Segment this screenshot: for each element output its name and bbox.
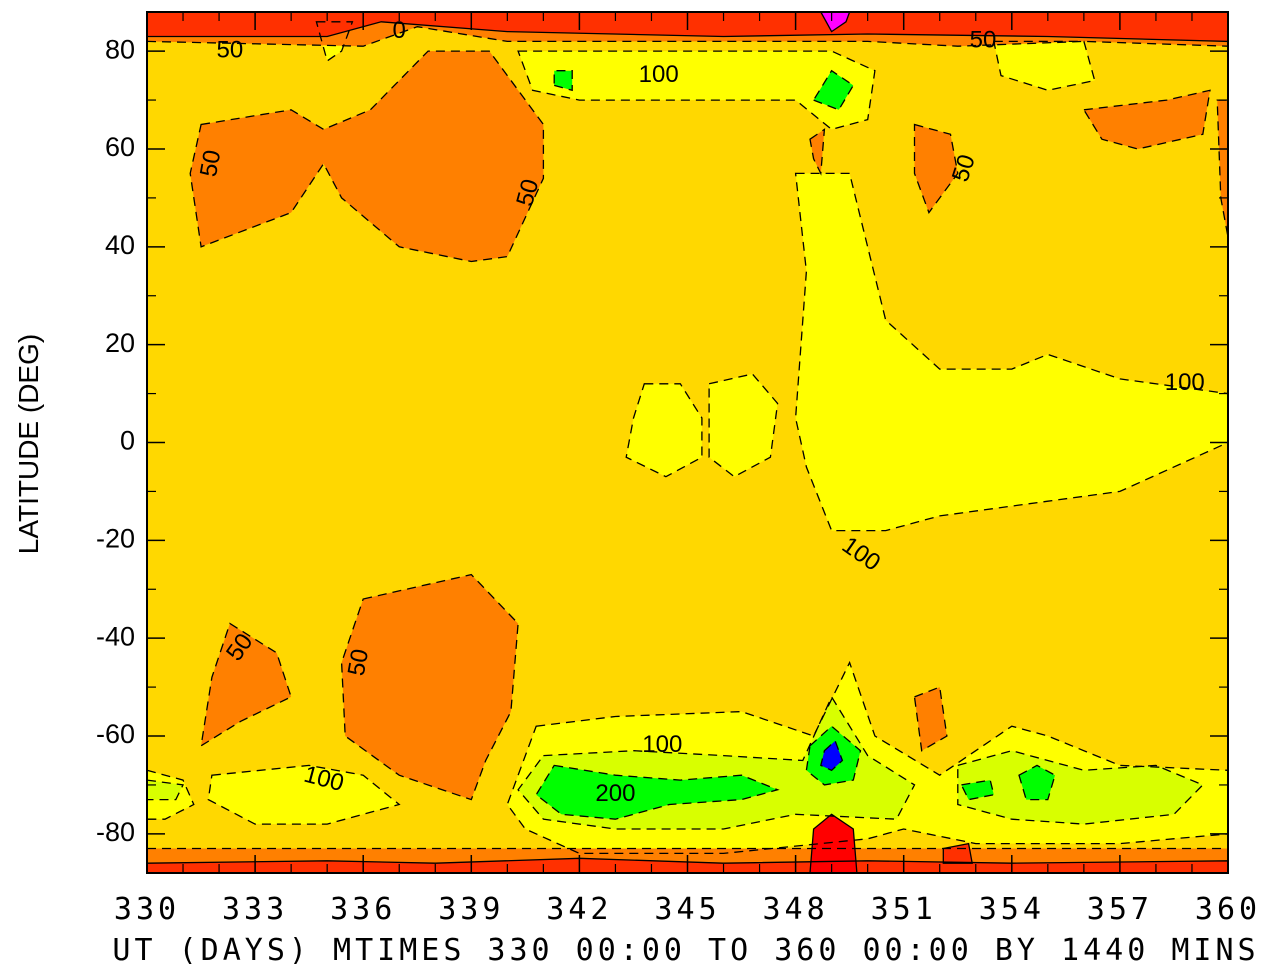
contour-label: 100 xyxy=(1165,369,1205,396)
x-tick-label: 348 xyxy=(763,892,829,927)
contour-region-25_50 xyxy=(914,687,947,751)
contour-region-25_50 xyxy=(201,623,292,746)
y-axis-label: LATITUDE (DEG) xyxy=(13,334,44,554)
y-tick-label: 0 xyxy=(120,426,135,456)
contour-line xyxy=(1018,764,1056,801)
x-tick-label: 336 xyxy=(330,892,396,927)
contour-line xyxy=(708,373,779,478)
y-tick-label: -80 xyxy=(96,817,135,847)
contour-region-lt0 xyxy=(810,814,857,873)
y-tick-label: 20 xyxy=(105,328,135,358)
y-tick-label: 60 xyxy=(105,132,135,162)
y-tick-label: -40 xyxy=(96,621,135,651)
x-tick-label: 345 xyxy=(654,892,720,927)
contour-line xyxy=(805,725,862,786)
contour-line xyxy=(315,21,354,62)
x-axis-label: UT (DAYS) MTIMES 330 00:00 TO 360 00:00 … xyxy=(112,933,1259,968)
contour-region-25_50 xyxy=(1217,100,1228,237)
contour-region-25_50 xyxy=(810,129,825,174)
x-tick-label: 333 xyxy=(222,892,288,927)
y-tick-label: -20 xyxy=(96,523,135,553)
contour-region-200_300 xyxy=(813,70,854,110)
contour-line xyxy=(992,40,1096,91)
contour-region-25_50 xyxy=(1083,90,1210,149)
contour-line xyxy=(960,779,995,801)
x-tick-label: 342 xyxy=(546,892,612,927)
contour-region-25_50 xyxy=(914,124,958,213)
y-tick-label: 40 xyxy=(105,230,135,260)
contour-line xyxy=(942,842,973,864)
contour-line xyxy=(517,695,916,830)
contour-region-200_300 xyxy=(536,765,778,820)
x-tick-label: 357 xyxy=(1087,892,1153,927)
y-tick-label: -60 xyxy=(96,719,135,749)
x-tick-label: 339 xyxy=(438,892,504,927)
contour-line xyxy=(913,123,959,214)
contour-label: 50 xyxy=(195,148,226,179)
x-tick-label: 360 xyxy=(1195,892,1261,927)
x-axis-ticks: 330 333 336 339 342 345 348 351 354 357 360 xyxy=(114,12,1261,927)
contour-line xyxy=(820,739,844,772)
contour-label: 0 xyxy=(393,17,406,44)
contour-line xyxy=(812,69,855,111)
contour-region-75_100 xyxy=(626,383,702,477)
contour-line xyxy=(517,50,876,131)
contour-line xyxy=(957,750,1204,825)
contour-label: 200 xyxy=(595,780,635,807)
contour-line xyxy=(794,172,1229,532)
contour-line xyxy=(146,779,184,801)
contour-region-max xyxy=(820,12,850,32)
contour-region-75_100 xyxy=(795,173,1228,531)
contour-line xyxy=(207,764,401,825)
contour-label: 50 xyxy=(217,36,244,63)
contour-line xyxy=(535,764,780,820)
contour-line xyxy=(809,128,826,176)
x-tick-label: 351 xyxy=(871,892,937,927)
contour-line xyxy=(200,622,292,748)
contour-line xyxy=(340,573,519,801)
contour-label: 50 xyxy=(970,27,997,54)
contour-region-high xyxy=(820,740,843,771)
contour-line xyxy=(553,70,573,92)
contour-line xyxy=(625,383,703,478)
contour-label: 100 xyxy=(642,731,682,758)
x-tick-label: 330 xyxy=(114,892,180,927)
contour-region-200_300 xyxy=(1019,765,1055,800)
contour-region-25_50 xyxy=(190,51,544,262)
x-tick-label: 354 xyxy=(979,892,1045,927)
y-tick-label: 80 xyxy=(105,34,135,64)
contour-region-75_100 xyxy=(518,51,875,130)
contour-line xyxy=(1082,89,1211,150)
contour-region-75_100 xyxy=(208,765,400,825)
contour-line xyxy=(913,686,948,752)
contour-region-200_300 xyxy=(961,780,994,800)
contour-region-200_300 xyxy=(554,70,573,91)
contour-region-75_100 xyxy=(709,374,778,477)
contour-line xyxy=(146,11,1229,47)
contour-label: 50 xyxy=(343,647,374,678)
contour-region-75_100 xyxy=(993,41,1095,91)
contour-region-25_50 xyxy=(341,574,519,800)
contour-region-100_125 xyxy=(957,750,1203,825)
contour-line xyxy=(809,813,858,874)
contour-label: 100 xyxy=(639,61,679,88)
